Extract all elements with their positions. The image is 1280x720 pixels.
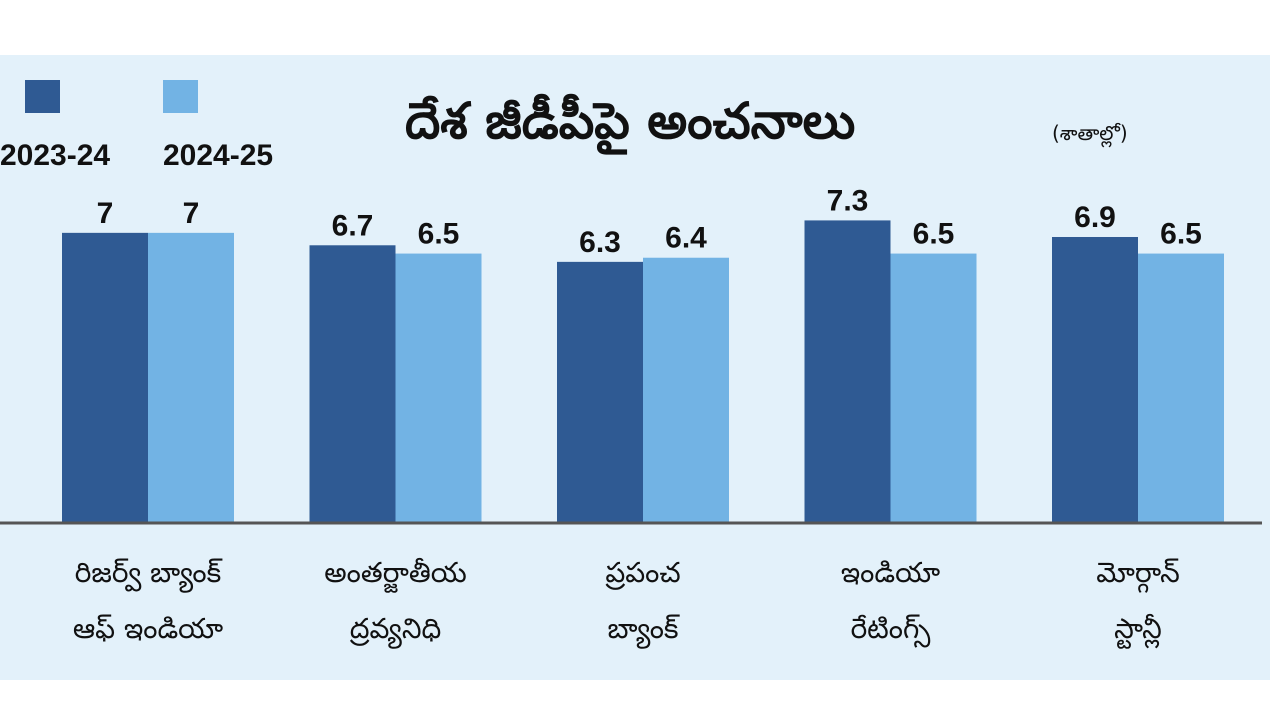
x-tick-label: రిజర్వ్ బ్యాంక్ ఆఫ్ ఇండియా — [72, 556, 224, 645]
bar — [557, 261, 643, 523]
bar — [804, 220, 891, 524]
x-tick-label: ప్రపంచ బ్యాంక్ — [605, 556, 681, 645]
bar — [395, 253, 482, 523]
bar — [890, 253, 977, 523]
value-label: 6.9 — [1074, 201, 1116, 234]
value-label: 7 — [97, 197, 114, 230]
chart-title: దేశ జీడీపీపై అంచనాలు — [405, 92, 855, 155]
value-label: 6.5 — [1160, 218, 1202, 251]
value-label: 6.7 — [332, 209, 374, 242]
value-label: 6.5 — [418, 218, 460, 251]
value-label: 6.5 — [913, 218, 955, 251]
legend-label: 2024-25 — [163, 139, 273, 172]
chart-subtitle: (శాతాల్లో) — [1052, 121, 1128, 148]
legend-swatch — [163, 80, 198, 113]
x-tick-label: మోర్గాన్ స్టాన్లీ — [1096, 556, 1180, 645]
legend-label: 2023-24 — [0, 139, 110, 172]
bar — [148, 232, 234, 523]
bar — [643, 257, 729, 523]
value-label: 6.4 — [665, 222, 707, 255]
bar — [1138, 253, 1224, 523]
bar — [1052, 236, 1138, 523]
x-tick-label: అంతర్జాతీయ ద్రవ్యనిధి — [324, 556, 467, 645]
x-tick-label: ఇండియా రేటింగ్స్ — [840, 556, 941, 645]
bar — [309, 245, 396, 523]
legend-swatch — [25, 80, 60, 113]
bar — [62, 232, 148, 523]
value-label: 7.3 — [827, 184, 869, 217]
value-label: 6.3 — [579, 226, 621, 259]
value-label: 7 — [183, 197, 200, 230]
